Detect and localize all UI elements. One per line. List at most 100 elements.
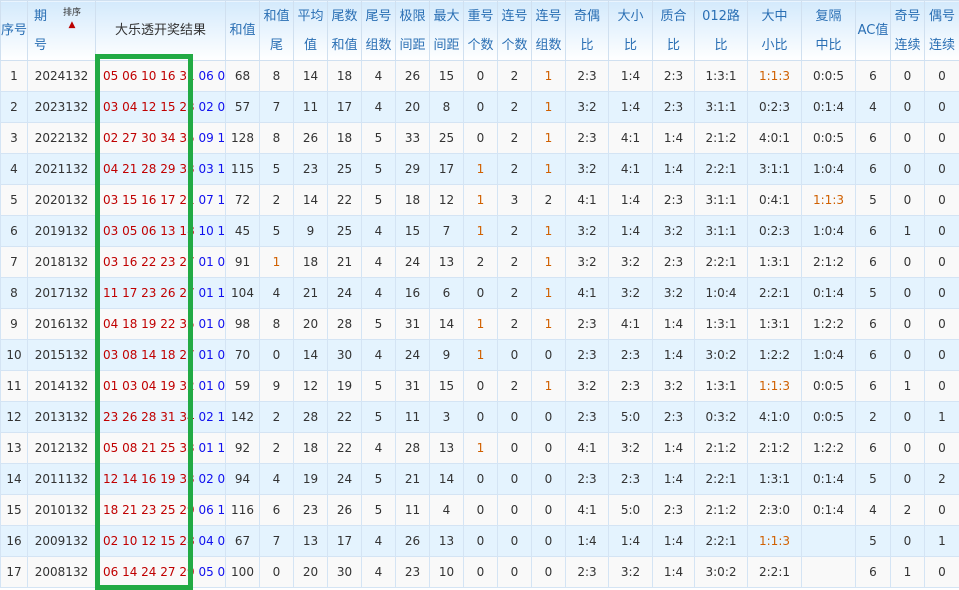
cell-index: 9: [0, 308, 28, 340]
cell-average: 23: [293, 494, 328, 526]
cell-tail-groups: 5: [361, 463, 396, 495]
header-label: 大乐透开奖结果: [114, 22, 206, 38]
cell-repeat-count: 1: [463, 339, 498, 371]
cell-sum: 115: [225, 153, 260, 185]
cell-sum-tail: 2: [259, 184, 294, 216]
header-consecutive-groups: 连号组数: [531, 0, 566, 61]
cell-repeat-skip-mid-ratio: [801, 525, 856, 557]
cell-repeat-skip-mid-ratio: 0:1:4: [801, 91, 856, 123]
header-issue[interactable]: 期号 排序 ▲: [27, 0, 96, 61]
front-numbers: 01 03 04 19 32: [103, 379, 195, 393]
cell-repeat-count: 1: [463, 432, 498, 464]
sort-button[interactable]: 排序 ▲: [63, 7, 81, 31]
back-numbers: 01 10: [198, 286, 226, 300]
cell-prime-composite-ratio: 2:3: [652, 60, 695, 92]
cell-max-gap: 10: [429, 556, 464, 588]
cell-consecutive-groups: 1: [531, 153, 566, 185]
header-label: 012路比: [702, 8, 740, 53]
cell-odd-even-ratio: 2:3: [565, 556, 609, 588]
header-big-small-ratio: 大小比: [608, 0, 653, 61]
cell-average: 14: [293, 60, 328, 92]
cell-odd-consecutive: 0: [890, 184, 925, 216]
cell-odd-even-ratio: 1:4: [565, 525, 609, 557]
cell-odd-even-ratio: 2:3: [565, 339, 609, 371]
front-numbers: 23 26 28 31 34: [103, 410, 195, 424]
cell-tail-groups: 4: [361, 339, 396, 371]
cell-draw-result: 06 14 24 27 29 05 09: [95, 556, 226, 588]
cell-tail-sum: 24: [327, 463, 362, 495]
front-numbers: 03 08 14 18 27: [103, 348, 195, 362]
cell-prime-composite-ratio: 3:2: [652, 215, 695, 247]
cell-consecutive-groups: 1: [531, 215, 566, 247]
cell-max-gap: 13: [429, 525, 464, 557]
cell-issue: 2010132: [27, 494, 96, 526]
cell-mod3-ratio: 1:3:1: [694, 60, 748, 92]
cell-tail-sum: 24: [327, 277, 362, 309]
cell-sum: 92: [225, 432, 260, 464]
cell-prime-composite-ratio: 1:4: [652, 463, 695, 495]
cell-issue: 2012132: [27, 432, 96, 464]
cell-odd-consecutive: 0: [890, 122, 925, 154]
cell-tail-sum: 25: [327, 215, 362, 247]
cell-consecutive-groups: 1: [531, 122, 566, 154]
cell-mod3-ratio: 0:3:2: [694, 401, 748, 433]
cell-odd-even-ratio: 3:2: [565, 370, 609, 402]
back-numbers: 05 09: [198, 565, 226, 579]
cell-issue: 2014132: [27, 370, 96, 402]
cell-prime-composite-ratio: 1:4: [652, 308, 695, 340]
header-label: 和值尾: [263, 8, 290, 53]
cell-repeat-count: 0: [463, 401, 498, 433]
cell-big-mid-small-ratio: 1:3:1: [747, 463, 802, 495]
cell-mod3-ratio: 3:1:1: [694, 215, 748, 247]
cell-repeat-skip-mid-ratio: 0:1:4: [801, 494, 856, 526]
header-label: 大小比: [617, 8, 644, 53]
cell-ac-value: 6: [855, 308, 891, 340]
cell-consecutive-count: 3: [497, 184, 532, 216]
cell-even-consecutive: 0: [924, 184, 959, 216]
cell-ac-value: 6: [855, 370, 891, 402]
cell-draw-result: 05 08 21 25 33 01 11: [95, 432, 226, 464]
cell-big-small-ratio: 3:2: [608, 432, 653, 464]
cell-consecutive-groups: 1: [531, 60, 566, 92]
cell-draw-result: 12 14 16 19 33 02 09: [95, 463, 226, 495]
cell-issue: 2013132: [27, 401, 96, 433]
cell-max-gap: 14: [429, 463, 464, 495]
cell-consecutive-groups: 0: [531, 339, 566, 371]
cell-big-mid-small-ratio: 2:2:1: [747, 277, 802, 309]
cell-issue: 2017132: [27, 277, 96, 309]
cell-repeat-skip-mid-ratio: 0:1:4: [801, 277, 856, 309]
cell-max-gap: 17: [429, 153, 464, 185]
cell-consecutive-count: 2: [497, 122, 532, 154]
cell-odd-even-ratio: 2:3: [565, 122, 609, 154]
header-tail-groups: 尾号组数: [361, 0, 396, 61]
cell-mod3-ratio: 2:1:2: [694, 494, 748, 526]
cell-consecutive-groups: 0: [531, 556, 566, 588]
header-index: 序号: [0, 0, 28, 61]
cell-big-small-ratio: 3:2: [608, 277, 653, 309]
cell-big-small-ratio: 5:0: [608, 494, 653, 526]
cell-big-small-ratio: 3:2: [608, 246, 653, 278]
cell-consecutive-count: 0: [497, 401, 532, 433]
cell-mod3-ratio: 3:1:1: [694, 91, 748, 123]
cell-tail-sum: 17: [327, 91, 362, 123]
cell-ac-value: 5: [855, 463, 891, 495]
front-numbers: 18 21 23 25 29: [103, 503, 195, 517]
cell-odd-even-ratio: 4:1: [565, 184, 609, 216]
cell-range-span: 33: [395, 122, 430, 154]
cell-index: 2: [0, 91, 28, 123]
cell-range-span: 21: [395, 463, 430, 495]
back-numbers: 01 04: [198, 255, 226, 269]
cell-consecutive-groups: 1: [531, 277, 566, 309]
cell-sum-tail: 8: [259, 122, 294, 154]
cell-tail-sum: 28: [327, 308, 362, 340]
cell-range-span: 24: [395, 339, 430, 371]
cell-prime-composite-ratio: 1:4: [652, 556, 695, 588]
cell-average: 18: [293, 432, 328, 464]
cell-sum: 98: [225, 308, 260, 340]
cell-max-gap: 7: [429, 215, 464, 247]
header-label: 重号个数: [467, 8, 494, 53]
header-label: 奇偶比: [573, 8, 600, 53]
cell-range-span: 31: [395, 370, 430, 402]
cell-consecutive-count: 0: [497, 432, 532, 464]
